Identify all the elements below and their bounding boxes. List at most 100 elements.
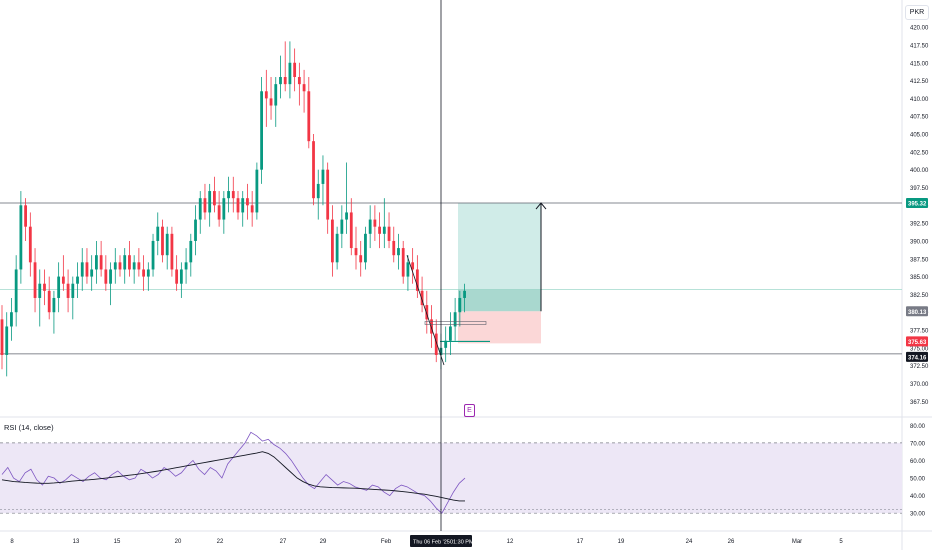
currency-selector[interactable]: PKR [905, 5, 929, 20]
candle-body [241, 198, 245, 213]
x-tick-label: 24 [686, 539, 693, 545]
candle-body [14, 269, 18, 313]
candle-body [430, 319, 433, 334]
candle-body [274, 84, 278, 106]
candle-body [279, 77, 282, 85]
candle-body [453, 312, 457, 327]
earnings-event-badge[interactable]: E [464, 404, 475, 417]
y-tick-label: 372.50 [910, 364, 929, 370]
candle-body [109, 269, 112, 284]
crosshair-date-bg [410, 535, 472, 547]
candle-body [331, 219, 334, 263]
candle-body [161, 226, 164, 256]
candle-body [24, 205, 27, 227]
price-label-level: 374.16 [908, 355, 927, 361]
rsi-band-fill [0, 442, 902, 514]
y-tick-label: 387.50 [910, 257, 929, 263]
candle-body [250, 205, 254, 213]
candle-body [5, 326, 9, 355]
candle-body [217, 205, 221, 220]
candle-body [302, 84, 306, 92]
candle-body [156, 226, 160, 241]
y-tick-label: 375.00 [910, 346, 929, 352]
candle-body [52, 297, 56, 313]
rsi-tick-label: 50.00 [910, 477, 926, 483]
candle-body [71, 283, 75, 298]
candle-body [387, 226, 391, 241]
y-tick-label: 410.00 [910, 97, 929, 103]
candle-body [364, 233, 367, 263]
candle-body [293, 62, 297, 78]
candle-body [61, 276, 65, 284]
candle-body [113, 262, 117, 270]
y-tick-label: 377.50 [910, 329, 929, 335]
candle-body [189, 240, 193, 263]
rsi-tick-label: 60.00 [910, 459, 926, 465]
candle-body [449, 326, 452, 341]
candle-body [316, 183, 320, 199]
candle-body [297, 77, 301, 85]
price-label-bg [906, 351, 928, 362]
candle-body [57, 276, 61, 298]
loss-zone [458, 311, 541, 344]
y-tick-label: 392.50 [910, 222, 929, 228]
candle-body [420, 290, 424, 306]
x-tick-label: 20 [175, 539, 182, 545]
candle-body [198, 198, 202, 220]
candle-body [307, 91, 311, 142]
y-tick-label: 367.50 [910, 400, 929, 406]
candle-body [137, 262, 141, 270]
candle-body [354, 248, 358, 256]
candle-body [415, 269, 419, 291]
rsi-tick-label: 30.00 [910, 512, 926, 518]
candle-body [349, 212, 353, 249]
x-tick-label: 19 [618, 539, 625, 545]
candle-body [222, 198, 226, 220]
candle-body [43, 283, 46, 291]
candle-body [264, 91, 268, 99]
candle-body [406, 262, 410, 277]
y-tick-label: 405.00 [910, 133, 929, 139]
candle-body [66, 283, 70, 298]
candle-body [146, 269, 150, 277]
x-tick-label: 26 [728, 539, 735, 545]
crosshair-time-label: 01:30 PM [450, 540, 474, 546]
rsi-indicator-title[interactable]: RSI (14, close) [4, 423, 54, 432]
candle-body [118, 262, 122, 270]
x-tick-label: 8 [10, 539, 14, 545]
candle-body [128, 255, 131, 270]
candle-body [269, 98, 273, 106]
y-tick-label: 370.00 [910, 382, 929, 388]
candle-body [260, 91, 263, 170]
candle-body [165, 233, 169, 256]
candle-body [123, 255, 127, 270]
rsi-tick-label: 80.00 [910, 424, 926, 430]
candle-body [411, 262, 415, 270]
y-tick-label: 397.50 [910, 186, 929, 192]
candle-body [179, 269, 183, 284]
price-label-current: 380.13 [908, 310, 927, 316]
price-label-entry: 375.63 [908, 340, 927, 346]
candle-body [255, 169, 259, 213]
x-tick-label: 5 [839, 539, 843, 545]
candle-body [401, 248, 405, 277]
candle-body [151, 240, 155, 270]
candle-body [378, 226, 381, 234]
candle-body [288, 62, 292, 85]
price-label-bg [906, 336, 928, 347]
x-tick-label: 22 [217, 539, 224, 545]
candle-body [203, 198, 207, 213]
y-tick-label: 417.50 [910, 43, 929, 49]
candle-body [0, 319, 4, 355]
candle-body [33, 262, 37, 298]
candle-body [340, 219, 344, 234]
x-tick-label: 29 [320, 539, 327, 545]
candle-body [213, 191, 216, 206]
target-arrow-head [535, 202, 547, 210]
x-tick-label: 13 [73, 539, 80, 545]
candle-body [184, 262, 188, 270]
profit-filled-zone [458, 289, 541, 312]
x-tick-label: 15 [114, 539, 121, 545]
